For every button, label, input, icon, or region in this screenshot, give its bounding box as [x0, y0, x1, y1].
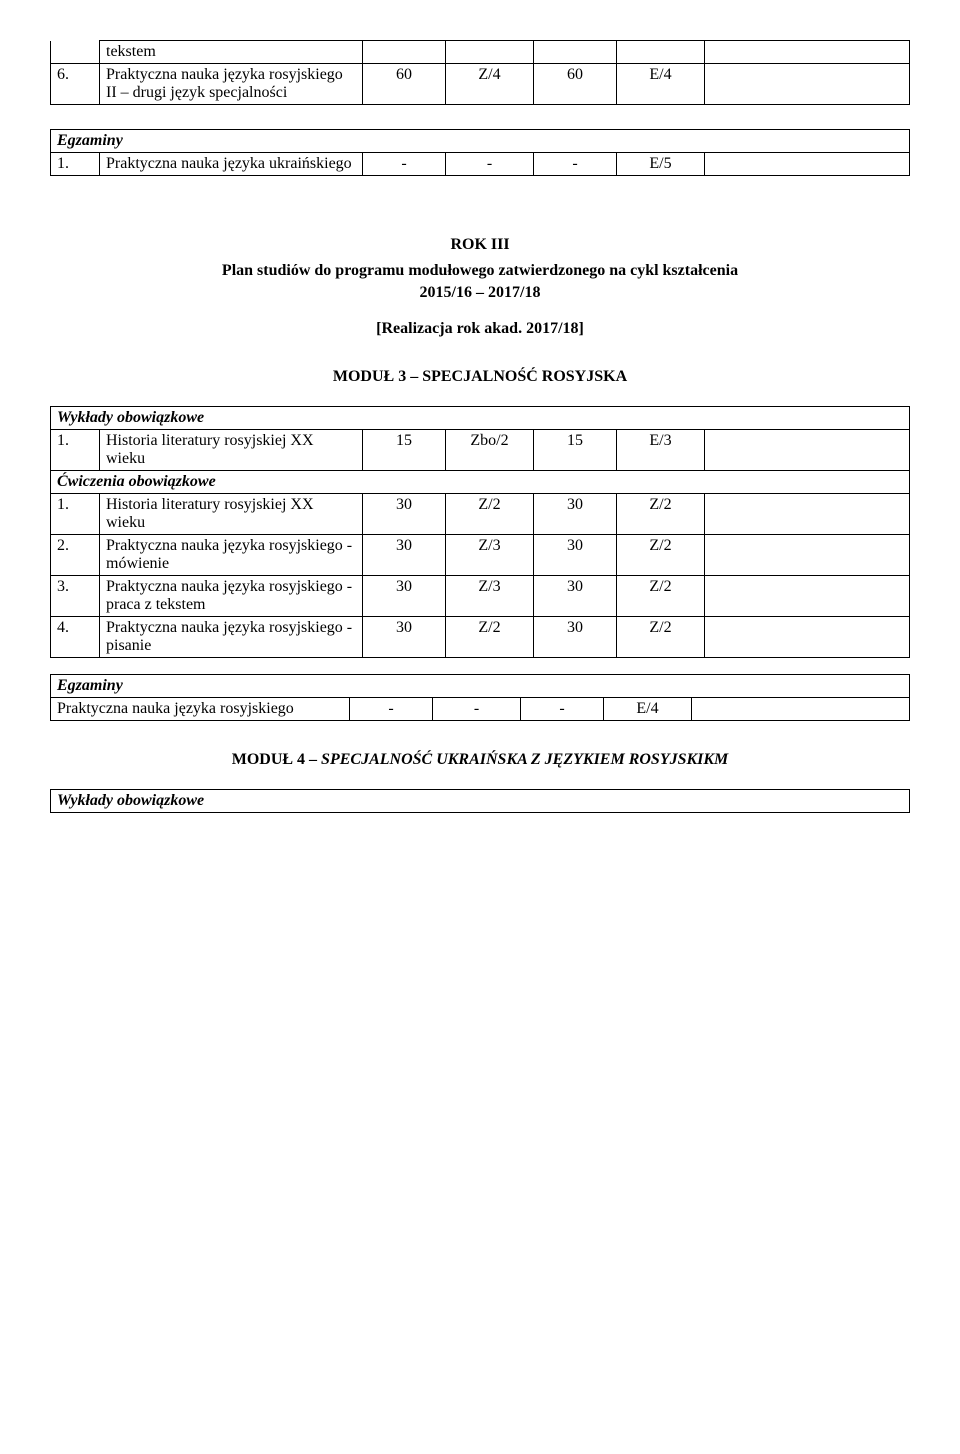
cell-d	[617, 41, 705, 64]
cell-b: Z/4	[446, 64, 534, 105]
cell-num: 1.	[51, 430, 100, 471]
cell-e	[705, 617, 910, 658]
cell-b: Z/3	[446, 535, 534, 576]
cell-c: -	[534, 153, 617, 176]
section-header-row: Ćwiczenia obowiązkowe	[51, 471, 910, 494]
cell-num	[51, 41, 100, 64]
section-header-label: Wykłady obowiązkowe	[51, 790, 910, 813]
cell-name: Praktyczna nauka języka rosyjskiego	[51, 698, 350, 721]
module-4-italic: SPECJALNOŚĆ UKRAIŃSKA Z JĘZYKIEM ROSYJSK…	[321, 751, 728, 768]
cell-c: -	[521, 698, 604, 721]
cell-e	[705, 535, 910, 576]
cell-b: Z/2	[446, 494, 534, 535]
cell-name: Praktyczna nauka języka ukraińskiego	[100, 153, 363, 176]
cell-b: Zbo/2	[446, 430, 534, 471]
cell-a: 30	[363, 494, 446, 535]
cell-a: -	[363, 153, 446, 176]
plan-line-2: 2015/16 – 2017/18	[50, 284, 910, 302]
module-4-table: Wykłady obowiązkowe	[50, 789, 910, 813]
cell-d: E/4	[617, 64, 705, 105]
cell-b	[446, 41, 534, 64]
table-row: tekstem	[51, 41, 910, 64]
top-egzaminy-table: Egzaminy 1. Praktyczna nauka języka ukra…	[50, 129, 910, 176]
cell-name: Praktyczna nauka języka rosyjskiego - pr…	[100, 576, 363, 617]
section-header-row: Wykłady obowiązkowe	[51, 790, 910, 813]
cell-a: -	[350, 698, 433, 721]
cell-e	[692, 698, 910, 721]
cell-e	[705, 153, 910, 176]
module-3-title: MODUŁ 3 – SPECJALNOŚĆ ROSYJSKA	[50, 368, 910, 386]
cell-num: 1.	[51, 494, 100, 535]
table-row: 4. Praktyczna nauka języka rosyjskiego -…	[51, 617, 910, 658]
cell-a: 15	[363, 430, 446, 471]
cell-num: 6.	[51, 64, 100, 105]
cell-d: Z/2	[617, 535, 705, 576]
cell-b: Z/3	[446, 576, 534, 617]
section-header-label: Egzaminy	[51, 675, 910, 698]
cell-c: 15	[534, 430, 617, 471]
cell-e	[705, 41, 910, 64]
cell-d: Z/2	[617, 576, 705, 617]
cell-c: 30	[534, 494, 617, 535]
cell-d: E/4	[604, 698, 692, 721]
cell-c	[534, 41, 617, 64]
cell-num: 1.	[51, 153, 100, 176]
cell-c: 30	[534, 576, 617, 617]
cell-name: Historia literatury rosyjskiej XX wieku	[100, 430, 363, 471]
cell-c: 30	[534, 617, 617, 658]
cell-a: 60	[363, 64, 446, 105]
section-header-row: Egzaminy	[51, 130, 910, 153]
plan-line-1: Plan studiów do programu modułowego zatw…	[50, 262, 910, 280]
cell-e	[705, 430, 910, 471]
table-row: 3. Praktyczna nauka języka rosyjskiego -…	[51, 576, 910, 617]
module-3-egzaminy-table: Egzaminy Praktyczna nauka języka rosyjsk…	[50, 674, 910, 721]
cell-d: E/3	[617, 430, 705, 471]
section-header-label: Wykłady obowiązkowe	[51, 407, 910, 430]
cell-e	[705, 494, 910, 535]
module-4-prefix: MODUŁ 4 –	[232, 751, 321, 768]
cell-c: 30	[534, 535, 617, 576]
cell-num: 4.	[51, 617, 100, 658]
cell-d: Z/2	[617, 494, 705, 535]
section-header-row: Egzaminy	[51, 675, 910, 698]
table-row: 1. Historia literatury rosyjskiej XX wie…	[51, 430, 910, 471]
top-fragment-table: tekstem 6. Praktyczna nauka języka rosyj…	[50, 40, 910, 105]
table-row: 6. Praktyczna nauka języka rosyjskiego I…	[51, 64, 910, 105]
cell-a: 30	[363, 535, 446, 576]
table-row: Praktyczna nauka języka rosyjskiego - - …	[51, 698, 910, 721]
cell-d: Z/2	[617, 617, 705, 658]
table-row: 2. Praktyczna nauka języka rosyjskiego -…	[51, 535, 910, 576]
cell-e	[705, 576, 910, 617]
cell-num: 3.	[51, 576, 100, 617]
cell-a: 30	[363, 617, 446, 658]
cell-b: Z/2	[446, 617, 534, 658]
cell-b: -	[446, 153, 534, 176]
cell-name: Praktyczna nauka języka rosyjskiego - mó…	[100, 535, 363, 576]
cell-a	[363, 41, 446, 64]
table-row: 1. Historia literatury rosyjskiej XX wie…	[51, 494, 910, 535]
table-row: 1. Praktyczna nauka języka ukraińskiego …	[51, 153, 910, 176]
cell-name: tekstem	[100, 41, 363, 64]
cell-a: 30	[363, 576, 446, 617]
module-4-title: MODUŁ 4 – SPECJALNOŚĆ UKRAIŃSKA Z JĘZYKI…	[50, 751, 910, 769]
cell-e	[705, 64, 910, 105]
cell-b: -	[433, 698, 521, 721]
cell-num: 2.	[51, 535, 100, 576]
plan-line-3: [Realizacja rok akad. 2017/18]	[50, 320, 910, 338]
section-header-label: Ćwiczenia obowiązkowe	[51, 471, 910, 494]
rok-heading: ROK III	[50, 236, 910, 254]
cell-name: Praktyczna nauka języka rosyjskiego - pi…	[100, 617, 363, 658]
section-header-label: Egzaminy	[51, 130, 910, 153]
section-header-row: Wykłady obowiązkowe	[51, 407, 910, 430]
cell-name: Historia literatury rosyjskiej XX wieku	[100, 494, 363, 535]
cell-d: E/5	[617, 153, 705, 176]
cell-name: Praktyczna nauka języka rosyjskiego II –…	[100, 64, 363, 105]
module-3-table: Wykłady obowiązkowe 1. Historia literatu…	[50, 406, 910, 658]
cell-c: 60	[534, 64, 617, 105]
